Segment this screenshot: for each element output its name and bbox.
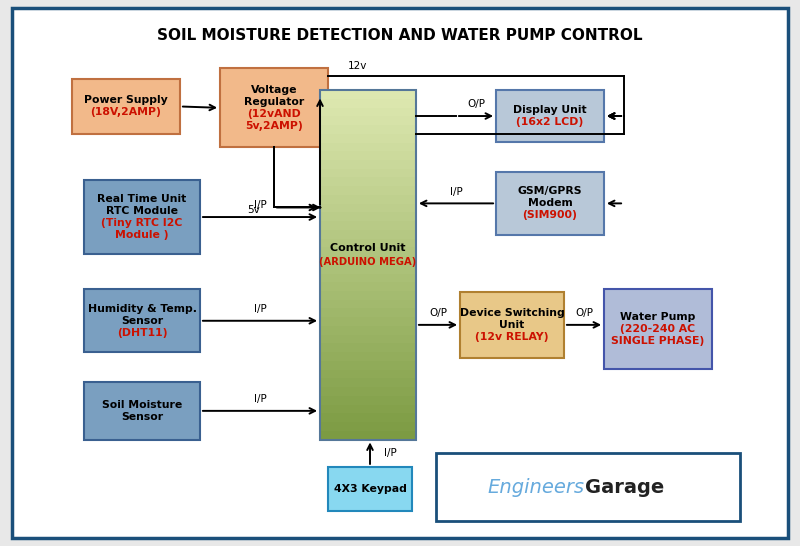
Text: 5v: 5v (248, 205, 260, 215)
FancyBboxPatch shape (220, 68, 328, 147)
FancyBboxPatch shape (320, 405, 416, 413)
FancyBboxPatch shape (320, 343, 416, 352)
Text: O/P: O/P (575, 308, 593, 318)
FancyBboxPatch shape (320, 387, 416, 396)
Text: Engineers: Engineers (487, 478, 584, 497)
FancyBboxPatch shape (320, 422, 416, 431)
FancyBboxPatch shape (320, 335, 416, 343)
FancyBboxPatch shape (320, 431, 416, 440)
Text: GSM/GPRS: GSM/GPRS (518, 186, 582, 197)
Text: (SIM900): (SIM900) (522, 210, 578, 221)
FancyBboxPatch shape (320, 204, 416, 212)
FancyBboxPatch shape (604, 289, 712, 369)
FancyBboxPatch shape (320, 378, 416, 387)
Text: (12v RELAY): (12v RELAY) (475, 332, 549, 342)
FancyBboxPatch shape (436, 453, 740, 521)
FancyBboxPatch shape (320, 151, 416, 160)
FancyBboxPatch shape (320, 134, 416, 143)
FancyBboxPatch shape (320, 291, 416, 300)
FancyBboxPatch shape (496, 90, 604, 142)
FancyBboxPatch shape (320, 230, 416, 239)
Text: Sensor: Sensor (121, 316, 163, 326)
FancyBboxPatch shape (320, 169, 416, 177)
Text: (18V,2AMP): (18V,2AMP) (90, 108, 162, 117)
FancyBboxPatch shape (320, 212, 416, 221)
Text: Real Time Unit: Real Time Unit (98, 194, 186, 204)
Text: (DHT11): (DHT11) (117, 328, 167, 338)
FancyBboxPatch shape (12, 8, 788, 538)
FancyBboxPatch shape (320, 265, 416, 274)
FancyBboxPatch shape (320, 256, 416, 265)
FancyBboxPatch shape (320, 143, 416, 151)
Text: Voltage: Voltage (250, 85, 298, 95)
Text: Module ): Module ) (115, 230, 169, 240)
Text: 12v: 12v (348, 61, 367, 71)
Text: Humidity & Temp.: Humidity & Temp. (87, 304, 197, 314)
Text: Regulator: Regulator (244, 97, 304, 107)
FancyBboxPatch shape (320, 125, 416, 134)
FancyBboxPatch shape (460, 292, 564, 358)
FancyBboxPatch shape (320, 396, 416, 405)
Text: Unit: Unit (499, 320, 525, 330)
Text: SINGLE PHASE): SINGLE PHASE) (611, 336, 705, 346)
Text: (16x2 LCD): (16x2 LCD) (516, 117, 584, 127)
Text: Sensor: Sensor (121, 412, 163, 422)
FancyBboxPatch shape (320, 361, 416, 370)
FancyBboxPatch shape (84, 382, 200, 440)
FancyBboxPatch shape (320, 195, 416, 204)
FancyBboxPatch shape (84, 289, 200, 352)
Text: Power Supply: Power Supply (84, 96, 168, 105)
Text: Control Unit: Control Unit (330, 244, 406, 253)
FancyBboxPatch shape (496, 172, 604, 235)
Text: (12vAND: (12vAND (247, 109, 301, 119)
FancyBboxPatch shape (328, 467, 412, 511)
Text: I/P: I/P (254, 200, 266, 210)
Text: I/P: I/P (254, 394, 266, 404)
FancyBboxPatch shape (84, 180, 200, 254)
FancyBboxPatch shape (320, 108, 416, 116)
Text: RTC Module: RTC Module (106, 206, 178, 216)
FancyBboxPatch shape (320, 186, 416, 195)
FancyBboxPatch shape (320, 300, 416, 308)
Text: 4X3 Keypad: 4X3 Keypad (334, 484, 406, 494)
FancyBboxPatch shape (320, 160, 416, 169)
FancyBboxPatch shape (320, 413, 416, 422)
FancyBboxPatch shape (320, 116, 416, 125)
FancyBboxPatch shape (72, 79, 180, 134)
FancyBboxPatch shape (320, 370, 416, 378)
Text: O/P: O/P (429, 308, 447, 318)
Text: I/P: I/P (384, 448, 396, 458)
Text: Device Switching: Device Switching (460, 308, 564, 318)
Text: I/P: I/P (450, 187, 462, 197)
Text: (220-240 AC: (220-240 AC (621, 324, 695, 334)
Text: SOIL MOISTURE DETECTION AND WATER PUMP CONTROL: SOIL MOISTURE DETECTION AND WATER PUMP C… (158, 28, 642, 43)
FancyBboxPatch shape (320, 177, 416, 186)
Text: Display Unit: Display Unit (513, 105, 587, 115)
Text: 5v,2AMP): 5v,2AMP) (245, 121, 303, 131)
FancyBboxPatch shape (320, 274, 416, 282)
Text: (ARDUINO MEGA): (ARDUINO MEGA) (319, 257, 417, 267)
Text: Water Pump: Water Pump (620, 312, 696, 322)
FancyBboxPatch shape (320, 90, 416, 99)
FancyBboxPatch shape (320, 247, 416, 256)
FancyBboxPatch shape (320, 308, 416, 317)
Text: O/P: O/P (467, 99, 485, 109)
FancyBboxPatch shape (320, 282, 416, 291)
FancyBboxPatch shape (320, 326, 416, 335)
FancyBboxPatch shape (320, 99, 416, 108)
FancyBboxPatch shape (320, 221, 416, 230)
Text: I/P: I/P (254, 304, 266, 314)
FancyBboxPatch shape (320, 317, 416, 326)
Text: Garage: Garage (585, 478, 664, 497)
FancyBboxPatch shape (320, 239, 416, 247)
FancyBboxPatch shape (320, 352, 416, 361)
Text: Modem: Modem (528, 198, 572, 209)
Text: (Tiny RTC I2C: (Tiny RTC I2C (102, 218, 182, 228)
Text: Soil Moisture: Soil Moisture (102, 400, 182, 410)
